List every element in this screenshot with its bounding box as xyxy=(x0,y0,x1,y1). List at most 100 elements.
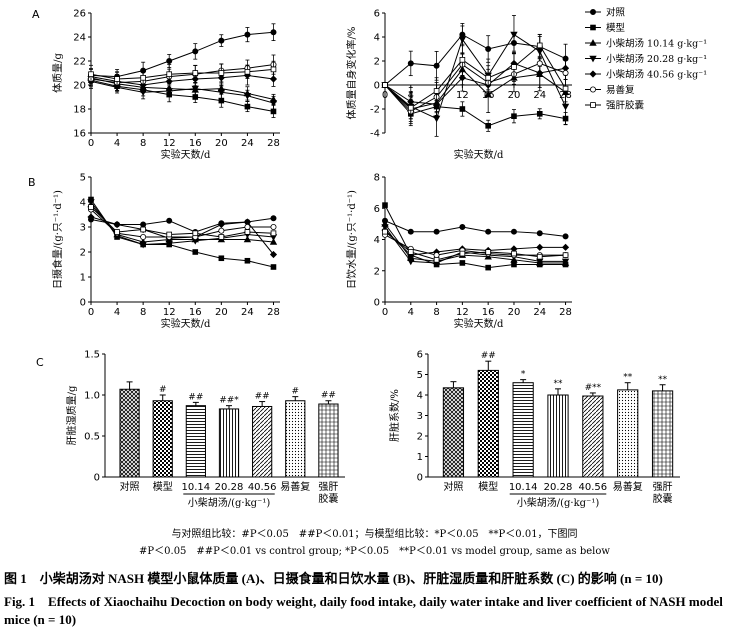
data-point xyxy=(218,227,225,234)
figure-caption-en: Fig. 1 Effects of Xiaochaihu Decoction o… xyxy=(4,594,723,627)
data-point xyxy=(458,36,467,44)
x-tick-label: 对照 xyxy=(443,480,463,493)
series-line xyxy=(384,44,566,109)
bar xyxy=(477,369,499,478)
x-axis-label: 实验天数/d xyxy=(454,317,504,330)
bar xyxy=(512,382,534,478)
y-tick-label: 4 xyxy=(80,198,86,209)
x-tick-label: 12 xyxy=(456,90,469,101)
series-line xyxy=(90,64,274,84)
x-tick-label: 24 xyxy=(241,138,254,149)
x-tick-label: 模型 xyxy=(478,480,498,493)
y-axis-label: 体质量/g xyxy=(52,53,64,93)
x-tick-label: 强肝 xyxy=(318,481,338,493)
data-point xyxy=(536,60,543,67)
legend-item: 小柴胡汤 10.14 g·kg⁻¹ xyxy=(585,38,707,50)
series-line xyxy=(90,80,274,104)
significance-mark: * xyxy=(521,370,526,380)
significance-mark: ## xyxy=(481,351,496,361)
data-point xyxy=(407,105,414,111)
x-tick-label: 24 xyxy=(533,307,546,318)
series-line xyxy=(90,31,274,78)
significance-note-cn: 与对照组比较：#P＜0.05 ##P＜0.01；与模型组比较：*P＜0.05 *… xyxy=(171,529,578,540)
caption-cn-text: 图 1 小柴胡汤对 NASH 模型小鼠体质量 (A)、日摄食量和日饮水量 (B)… xyxy=(4,571,663,586)
y-tick-label: -2 xyxy=(370,105,380,116)
data-point xyxy=(217,89,226,97)
significance-mark: ** xyxy=(554,379,564,389)
data-point xyxy=(485,46,492,53)
y-tick-label: 20 xyxy=(73,81,86,92)
legend-item: 易善复 xyxy=(585,84,635,96)
legend-marker xyxy=(590,24,596,31)
data-point xyxy=(166,231,173,238)
data-point xyxy=(114,229,120,235)
y-tick-label: 3 xyxy=(80,223,86,234)
data-point xyxy=(433,257,440,263)
x-tick-label: 10.14 xyxy=(509,482,538,493)
bar xyxy=(152,400,173,478)
y-tick-label: 6 xyxy=(417,350,423,361)
y-tick-label: 0 xyxy=(417,473,423,484)
chart-body-weight-change-rate: -4-202460481216202428体质量自身变化率/%实验天数/d xyxy=(345,9,572,161)
x-tick-label: 16 xyxy=(189,138,202,149)
series-line xyxy=(90,204,274,243)
series-line xyxy=(90,216,274,255)
x-tick-label: 12 xyxy=(163,138,176,149)
x-tick-label: 0 xyxy=(382,307,388,318)
x-tick-label: 24 xyxy=(533,90,546,101)
x-tick-label: 8 xyxy=(433,307,439,318)
data-point xyxy=(87,199,95,206)
y-tick-label: 16 xyxy=(73,129,86,140)
data-point xyxy=(536,253,543,260)
data-point xyxy=(218,37,225,44)
bar xyxy=(617,389,639,478)
data-point xyxy=(485,75,491,81)
bar xyxy=(218,408,240,478)
legend-label: 小柴胡汤 20.28 g·kg⁻¹ xyxy=(606,53,707,65)
x-tick-label: 16 xyxy=(482,307,495,318)
x-tick-label: 12 xyxy=(163,307,176,318)
data-point xyxy=(140,226,146,233)
data-point xyxy=(192,70,199,76)
data-point xyxy=(458,74,466,82)
series-line xyxy=(90,79,274,112)
y-tick-label: 6 xyxy=(374,9,380,20)
data-point xyxy=(270,264,277,270)
data-point xyxy=(382,228,388,235)
y-tick-label: 0 xyxy=(94,473,100,484)
data-point xyxy=(269,250,278,259)
data-point xyxy=(166,58,173,65)
y-tick-label: 2 xyxy=(374,57,380,68)
data-point xyxy=(217,220,225,229)
x-tick-label: 0 xyxy=(88,138,94,149)
y-tick-label: 6 xyxy=(374,204,380,215)
x-tick-label: 0 xyxy=(382,90,388,101)
legend-label: 易善复 xyxy=(606,84,635,96)
y-axis-label: 日饮水量/(g·只⁻¹·d⁻¹) xyxy=(345,190,358,289)
x-tick-label: 8 xyxy=(140,138,146,149)
data-point xyxy=(433,252,440,259)
significance-mark: ## xyxy=(255,392,270,402)
x-tick-label-line2: 胶囊 xyxy=(653,492,673,505)
data-point xyxy=(561,258,570,266)
legend-marker xyxy=(590,86,597,93)
series-line xyxy=(384,204,566,269)
series-line xyxy=(90,201,274,246)
data-point xyxy=(140,233,147,240)
significance-mark: ** xyxy=(658,375,668,385)
data-point xyxy=(244,229,251,235)
bar xyxy=(285,400,306,478)
x-axis-label: 实验天数/d xyxy=(161,317,211,330)
bar xyxy=(252,405,273,478)
y-tick-label: -4 xyxy=(370,129,380,140)
data-point xyxy=(536,230,543,237)
bar xyxy=(651,390,674,478)
data-point xyxy=(87,213,95,221)
series-1 xyxy=(381,217,569,240)
series-line xyxy=(384,68,566,110)
data-point xyxy=(485,249,491,255)
data-point xyxy=(536,111,543,117)
series-line xyxy=(90,199,274,268)
